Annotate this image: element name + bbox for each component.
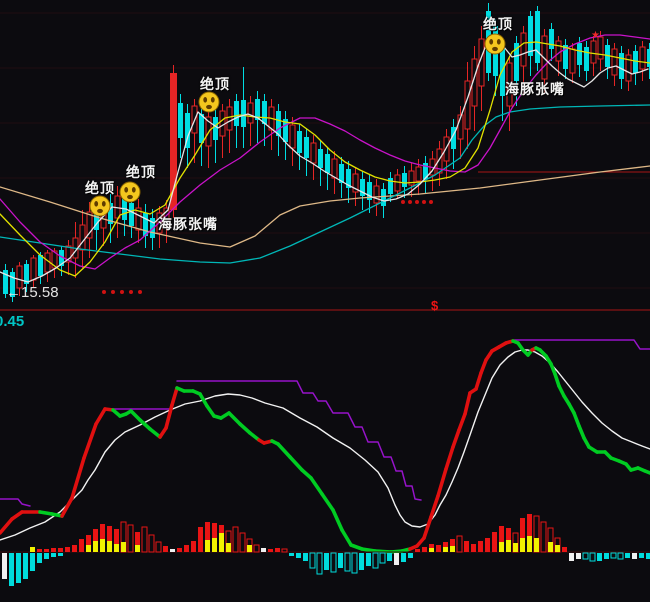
ma-magenta [0, 34, 650, 270]
purple-stop-line [0, 498, 31, 507]
indicator-lines [0, 339, 650, 554]
candlesticks [3, 3, 650, 302]
ma-cyan [0, 104, 650, 264]
ma-white [0, 33, 649, 283]
indicator-histogram [2, 514, 650, 586]
ma-yellow [0, 41, 650, 277]
purple-stop-line [176, 380, 422, 501]
ma-tan [0, 165, 650, 248]
purple-stop-line [513, 339, 650, 350]
price-marker-label: ←15.58 [6, 284, 59, 301]
gridlines [0, 12, 650, 289]
indicator-value-label: 0.45 [0, 313, 25, 330]
sell-signal-marker: $ [431, 298, 439, 313]
white-signal-line [0, 349, 650, 541]
moving-averages [0, 33, 650, 283]
